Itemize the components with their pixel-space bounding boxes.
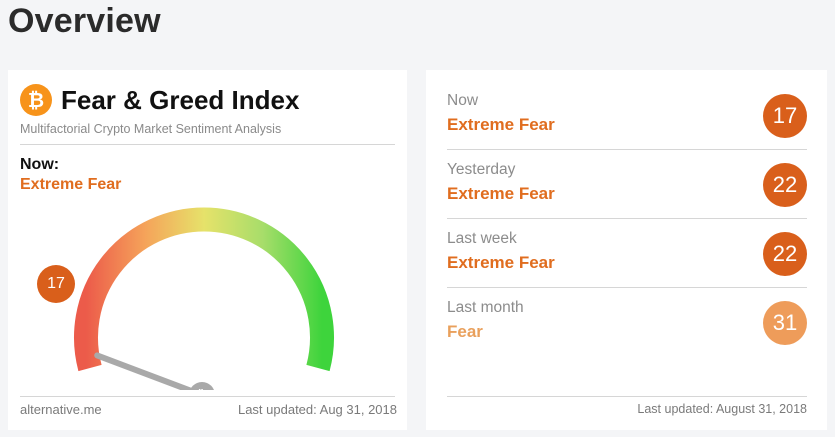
history-value-bubble: 22 (763, 163, 807, 207)
history-value-bubble: 22 (763, 232, 807, 276)
index-value-bubble: 17 (37, 265, 75, 303)
divider (20, 396, 395, 397)
gauge-arc (74, 207, 334, 372)
history-row: Yesterday Extreme Fear 22 (447, 139, 807, 219)
needle-hub-bitcoin-icon: ₿ (196, 387, 208, 390)
divider (20, 144, 395, 145)
history-label: Last month (447, 299, 524, 316)
history-card: Now Extreme Fear 17 Yesterday Extreme Fear 22… (426, 70, 827, 430)
divider (447, 218, 807, 219)
sentiment-gauge: ₿ (74, 207, 334, 390)
last-updated: Last updated: August 31, 2018 (637, 402, 807, 416)
divider (447, 396, 807, 397)
history-classification: Extreme Fear (447, 115, 555, 134)
history-label: Last week (447, 230, 517, 247)
source-link[interactable]: alternative.me (20, 402, 102, 417)
history-value-bubble: 31 (763, 301, 807, 345)
now-label: Now: (20, 156, 60, 173)
bitcoin-icon: ₿ (20, 84, 52, 116)
history-row: Last week Extreme Fear 22 (447, 208, 807, 288)
needle-hub (190, 382, 214, 390)
card-subtitle: Multifactorial Crypto Market Sentiment A… (20, 122, 282, 136)
fear-greed-card: ₿ Fear & Greed Index Multifactorial Cryp… (8, 70, 407, 430)
history-classification: Extreme Fear (447, 253, 555, 272)
now-classification: Extreme Fear (20, 176, 122, 193)
last-updated: Last updated: Aug 31, 2018 (237, 402, 397, 417)
divider (447, 287, 807, 288)
card-title: Fear & Greed Index (61, 84, 300, 115)
history-row: Last month Fear 31 (447, 277, 807, 346)
page-title: Overview (8, 2, 161, 40)
divider (447, 149, 807, 150)
history-classification: Extreme Fear (447, 184, 555, 203)
history-value-bubble: 17 (763, 94, 807, 138)
history-label: Yesterday (447, 161, 516, 178)
card-header: ₿ Fear & Greed Index (20, 84, 299, 116)
history-classification: Fear (447, 322, 483, 341)
history-label: Now (447, 92, 479, 109)
gauge-needle (94, 352, 198, 390)
history-row: Now Extreme Fear 17 (447, 70, 807, 150)
